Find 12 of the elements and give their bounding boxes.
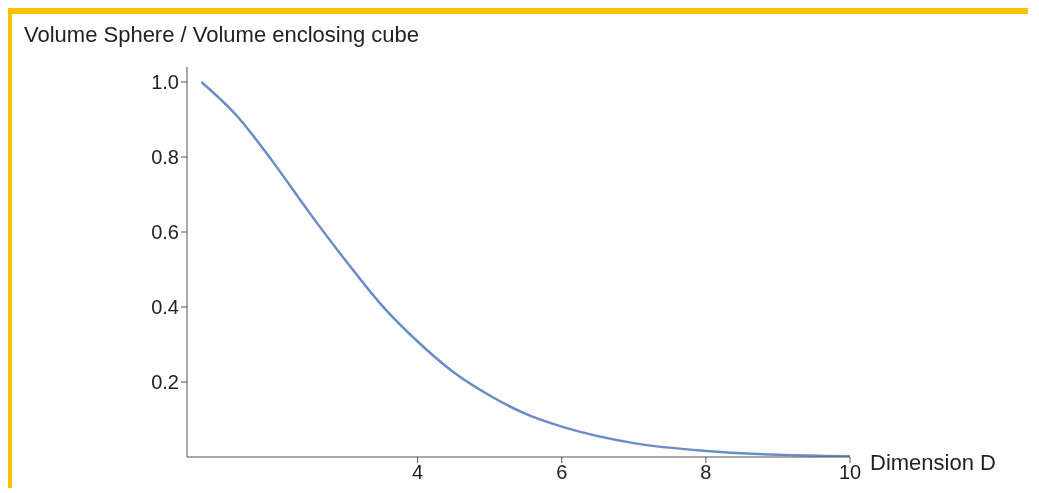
x-axis-title: Dimension D [870, 450, 996, 476]
y-axis-title: Volume Sphere / Volume enclosing cube [24, 22, 420, 48]
y-tick-label: 0.6 [151, 221, 179, 244]
y-tick-label: 0.4 [151, 296, 179, 319]
x-tick-label: 8 [700, 461, 712, 484]
x-tick-label: 6 [556, 461, 568, 484]
x-tick-label: 10 [838, 461, 862, 484]
line-series [200, 80, 850, 457]
y-tick-label: 1.0 [151, 71, 179, 94]
y-tick-label: 0.2 [151, 371, 179, 394]
y-tick-label: 0.8 [151, 146, 179, 169]
x-tick-label: 4 [412, 461, 424, 484]
